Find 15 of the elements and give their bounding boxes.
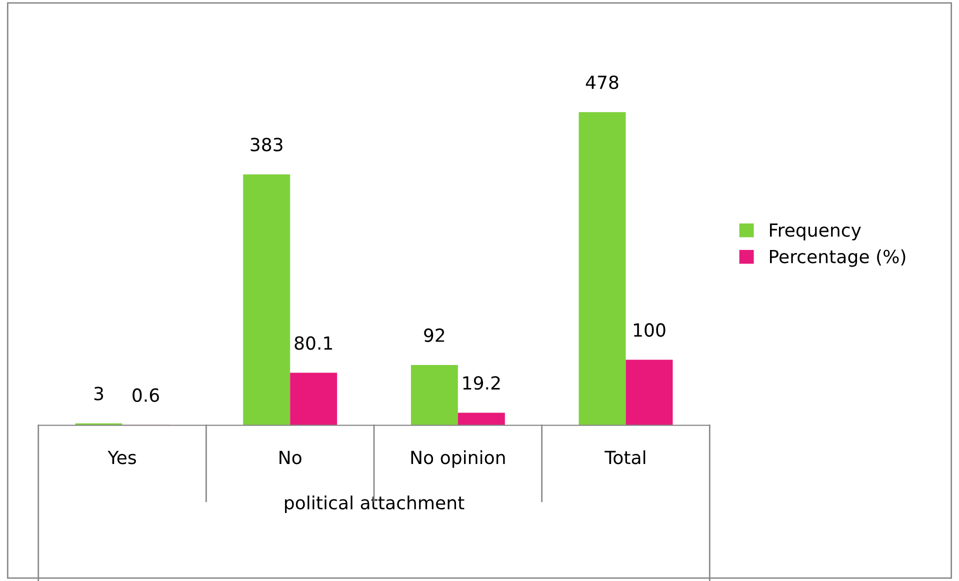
x-tick-label: Yes — [108, 450, 136, 464]
x-axis-title: political attachment — [285, 496, 464, 514]
data-label: 19.2 — [463, 376, 500, 390]
legend-label: Frequency — [770, 223, 861, 240]
data-label: 383 — [250, 138, 282, 152]
x-tick-label: No — [280, 450, 302, 464]
data-label: 100 — [634, 323, 666, 337]
x-tick-label: Total — [604, 450, 646, 464]
data-label: 80.1 — [294, 336, 332, 350]
data-label: 478 — [586, 75, 618, 90]
data-label: 0.6 — [132, 388, 159, 402]
x-tick-label: No opinion — [411, 450, 505, 468]
legend-label: Percentage (%) — [770, 249, 906, 267]
data-label: 92 — [424, 328, 444, 342]
data-label: 3 — [94, 386, 104, 400]
